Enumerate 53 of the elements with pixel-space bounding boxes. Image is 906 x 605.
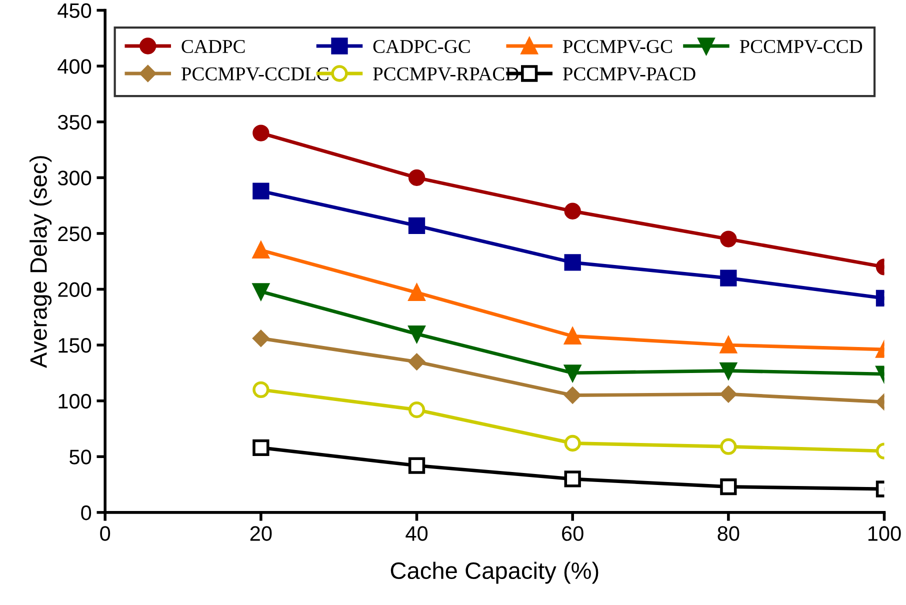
- legend-label: PCCMPV-CCD: [740, 40, 862, 54]
- y-tick-label: 150: [58, 338, 92, 353]
- point: [720, 270, 737, 286]
- x-tick-label: 100: [868, 526, 901, 541]
- point: [252, 242, 270, 259]
- y-tick-label: 100: [58, 394, 92, 409]
- point: [564, 202, 581, 220]
- x-tick-label: 60: [562, 526, 584, 541]
- point: [252, 124, 270, 142]
- legend-label: CADPC: [182, 40, 245, 54]
- point: [720, 478, 737, 496]
- point: [252, 182, 270, 200]
- y-tick-label: 50: [70, 450, 92, 464]
- y-tick-label: 350: [58, 114, 92, 130]
- y-tick-label: 250: [58, 226, 92, 242]
- point: [252, 381, 270, 398]
- y-tick-label: 300: [58, 170, 92, 186]
- point: [564, 470, 581, 488]
- point: [720, 386, 737, 402]
- y-tick-label: 200: [58, 282, 92, 298]
- x-tick-label: 40: [406, 526, 428, 541]
- y-tick-label: 450: [58, 3, 92, 18]
- point: [564, 364, 581, 382]
- legend-label: PCCMPV-CCDLC: [181, 67, 328, 81]
- x-axis-title: Cache Capacity (%): [390, 562, 598, 584]
- point: [408, 457, 426, 474]
- point: [408, 401, 426, 418]
- point: [408, 354, 426, 370]
- point: [564, 434, 581, 452]
- point: [408, 284, 426, 301]
- point: [720, 336, 737, 354]
- legend-label: PCCMPV-PACD: [562, 67, 696, 81]
- y-tick-label: 0: [81, 505, 92, 520]
- point: [252, 439, 270, 456]
- point: [408, 169, 426, 186]
- point: [564, 387, 581, 404]
- point: [720, 362, 737, 380]
- point: [720, 230, 737, 248]
- x-tick-label: 0: [100, 526, 110, 541]
- point: [408, 217, 426, 234]
- point: [720, 438, 737, 455]
- legend-label: PCCMPV-RPACD: [373, 67, 518, 81]
- legend-label: PCCMPV-GC: [562, 40, 672, 54]
- point: [252, 283, 270, 300]
- point: [252, 330, 270, 347]
- point: [408, 326, 426, 342]
- x-tick-label: 80: [718, 526, 740, 541]
- legend-label: CADPC-GC: [373, 40, 470, 54]
- y-axis-title: Average Delay (sec): [30, 156, 52, 368]
- y-tick-label: 400: [58, 59, 92, 74]
- point: [564, 254, 581, 271]
- x-tick-label: 20: [250, 526, 272, 541]
- point: [564, 328, 581, 344]
